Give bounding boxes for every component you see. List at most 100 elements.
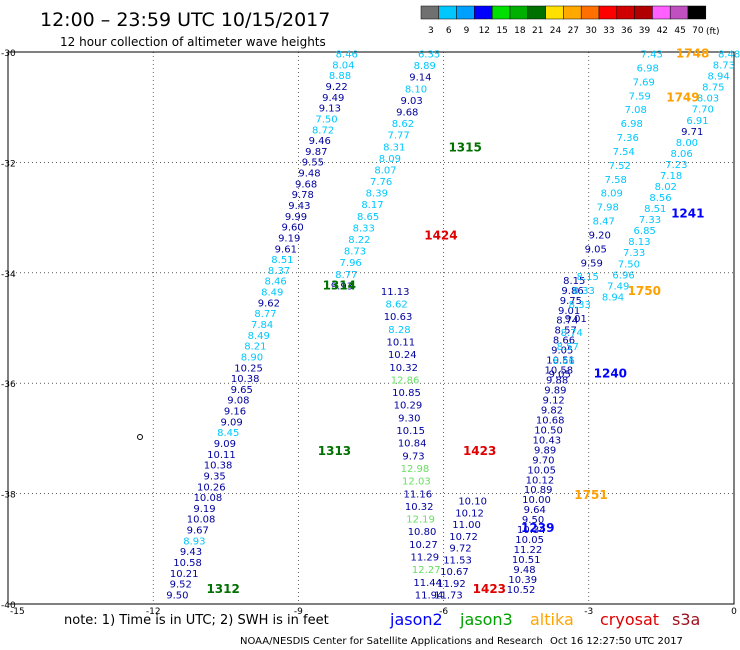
swh-value-label: 8.88 xyxy=(329,71,351,82)
swh-value-label: 9.87 xyxy=(305,147,327,158)
swh-value-label: 7.50 xyxy=(315,114,337,125)
swh-value-label: 8.65 xyxy=(357,212,379,223)
swh-value-label: 9.60 xyxy=(281,223,303,234)
x-tick-label: -15 xyxy=(10,607,25,617)
swh-value-label: 7.96 xyxy=(340,258,362,269)
swh-value-label: 8.62 xyxy=(385,300,407,311)
swh-value-label: 11.53 xyxy=(443,555,472,566)
color-scale-label: 39 xyxy=(639,26,651,36)
swh-value-label: 10.24 xyxy=(388,350,417,361)
swh-value-label: 8.15 xyxy=(577,272,599,283)
swh-value-label: 8.39 xyxy=(366,189,388,200)
color-scale-swatch xyxy=(580,5,600,20)
swh-value-label: 9.59 xyxy=(581,258,603,269)
swh-value-label: 8.02 xyxy=(655,182,677,193)
swh-value-label: 9.43 xyxy=(180,547,202,558)
swh-value-label: 8.48 xyxy=(718,50,740,61)
swh-value-label: 9.01 xyxy=(565,314,587,325)
color-scale: 3 6 9 12 15 18 21 24 27 30 33 36 39 42 45 70 xyxy=(420,5,707,36)
swh-value-label: 8.00 xyxy=(676,138,698,149)
swh-value-label: 6.98 xyxy=(637,63,659,74)
swh-value-label: 8.49 xyxy=(248,331,270,342)
color-scale-label: 9 xyxy=(464,26,470,36)
swh-value-label: 10.85 xyxy=(392,388,421,399)
pass-time-label: 1241 xyxy=(671,207,704,221)
swh-value-label: 12.86 xyxy=(391,375,420,386)
x-tick-label: -9 xyxy=(294,607,303,617)
y-tick-label: -36 xyxy=(1,380,16,390)
swh-value-label: 8.13 xyxy=(628,237,650,248)
swh-value-label: 11.73 xyxy=(434,590,463,601)
swh-value-label: 8.10 xyxy=(405,84,427,95)
swh-value-label: 9.35 xyxy=(204,471,226,482)
footer-note: note: 1) Time is in UTC; 2) SWH is in fe… xyxy=(64,613,329,628)
color-scale-label: 30 xyxy=(585,26,597,36)
swh-value-label: 9.46 xyxy=(309,136,331,147)
swh-value-label: 7.69 xyxy=(633,77,655,88)
swh-value-label: 9.05 xyxy=(549,370,571,381)
swh-value-label: 8.94 xyxy=(707,72,729,83)
swh-value-label: 9.71 xyxy=(681,127,703,138)
swh-value-label: 8.07 xyxy=(374,165,396,176)
swh-value-label: 8.45 xyxy=(217,428,239,439)
swh-value-label: 8.66 xyxy=(553,356,575,367)
swh-value-label: 10.84 xyxy=(398,439,427,450)
swh-value-label: 8.49 xyxy=(261,288,283,299)
color-scale-label: 70 xyxy=(692,26,704,36)
swh-value-label: 10.32 xyxy=(405,502,434,513)
y-tick-label: -34 xyxy=(1,270,16,280)
color-scale-unit: (ft) xyxy=(706,27,720,37)
swh-value-label: 9.19 xyxy=(193,504,215,515)
swh-value-label: 10.08 xyxy=(187,515,216,526)
swh-value-label: 9.43 xyxy=(288,201,310,212)
swh-value-label: 10.32 xyxy=(389,363,418,374)
pass-time-label: 1240 xyxy=(594,367,627,381)
swh-value-label: 8.22 xyxy=(348,235,370,246)
swh-value-label: 7.98 xyxy=(597,203,619,214)
color-scale-label: 24 xyxy=(550,26,562,36)
swh-value-label: 8.06 xyxy=(671,149,693,160)
color-scale-swatch xyxy=(652,5,671,20)
swh-value-label: 9.70 xyxy=(532,455,554,466)
swh-value-label: 9.50 xyxy=(166,590,188,601)
swh-value-label: 11.29 xyxy=(411,553,440,564)
swh-value-label: 9.49 xyxy=(322,93,344,104)
swh-value-label: 7.50 xyxy=(618,259,640,270)
color-scale-label: 15 xyxy=(496,26,507,36)
swh-value-label: 9.62 xyxy=(258,298,280,309)
plot-frame xyxy=(7,51,735,605)
swh-value-label: 8.37 xyxy=(268,266,290,277)
swh-value-label: 11.13 xyxy=(381,287,410,298)
swh-value-label: 6.98 xyxy=(621,119,643,130)
legend-entry-s3a: s3a xyxy=(672,610,700,629)
x-tick-label: -6 xyxy=(439,607,448,617)
swh-value-label: 8.28 xyxy=(388,325,410,336)
swh-value-label: 9.65 xyxy=(231,385,253,396)
swh-value-label: 7.59 xyxy=(629,91,651,102)
swh-value-label: 10.67 xyxy=(440,567,469,578)
swh-value-label: 9.72 xyxy=(449,544,471,555)
swh-value-label: 7.36 xyxy=(617,133,639,144)
legend-entry-jason3: jason3 xyxy=(459,610,513,629)
swh-value-label: 10.80 xyxy=(408,527,437,538)
swh-value-label: 8.77 xyxy=(254,309,276,320)
swh-value-label: 9.13 xyxy=(319,104,341,115)
swh-value-label: 9.78 xyxy=(292,190,314,201)
swh-value-label: 8.51 xyxy=(271,255,293,266)
swh-value-label: 8.04 xyxy=(332,60,354,71)
swh-value-label: 9.61 xyxy=(275,244,297,255)
footer-timestamp: Oct 16 12:27:50 UTC 2017 xyxy=(550,636,683,647)
swh-value-label: 6.96 xyxy=(612,270,634,281)
color-scale-label: 12 xyxy=(479,26,490,36)
swh-value-label: 9.30 xyxy=(398,413,420,424)
swh-value-label: 11.92 xyxy=(437,579,466,590)
swh-value-label: 12.27 xyxy=(412,565,441,576)
satellite-legend: jason2 jason3 altika cryosat s3a xyxy=(389,610,700,629)
swh-value-label: 11.44 xyxy=(413,578,442,589)
swh-value-label: 11.22 xyxy=(514,545,543,556)
pass-time-label: 1312 xyxy=(206,582,239,596)
swh-value-label: 10.34 xyxy=(517,525,546,536)
swh-value-label: 8.89 xyxy=(414,61,436,72)
x-tick-label: -12 xyxy=(146,607,161,617)
swh-value-label: 11.94 xyxy=(415,590,444,601)
